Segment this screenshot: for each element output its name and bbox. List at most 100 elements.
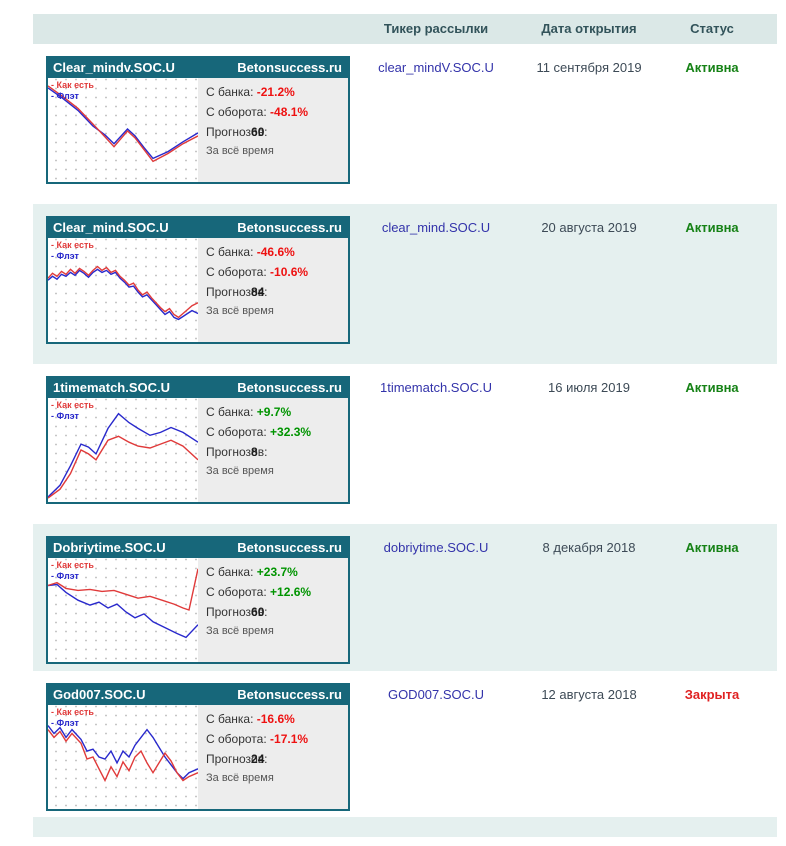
legend-as-is: - Как есть (51, 400, 94, 410)
chart-canvas (48, 725, 198, 783)
stat-bank: С банка: -21.2% (206, 85, 346, 99)
stat-bank-label: С банка: (206, 712, 254, 726)
card-title-bar: Dobriytime.SOC.U Betonsuccess.ru (48, 538, 348, 558)
chart-canvas (48, 85, 198, 163)
stat-forecasts-prefix: Прогноз (206, 445, 252, 459)
card-brand: Betonsuccess.ru (237, 60, 342, 75)
stat-forecasts-suffix: ов: (251, 445, 268, 459)
stat-period: За всё время (206, 625, 274, 637)
ticker-link[interactable]: dobriytime.SOC.U (383, 540, 489, 555)
legend-as-is: - Как есть (51, 240, 94, 250)
forecast-count: 60 (251, 125, 265, 139)
stat-turnover: С оборота: +12.6% (206, 585, 346, 599)
table-row: Clear_mind.SOC.U Betonsuccess.ru - Как е… (0, 204, 786, 364)
table-row: 1timematch.SOC.U Betonsuccess.ru - Как е… (0, 364, 786, 524)
stat-turnover-label: С оборота: (206, 265, 267, 279)
forecast-count: 60 (251, 605, 265, 619)
chart-legend: - Как есть - Флэт (51, 80, 94, 102)
chart-canvas (48, 265, 198, 321)
stat-forecasts-suffix: ов: (251, 285, 268, 299)
column-header-ticker: Тикер рассылки (383, 21, 489, 36)
table-row: God007.SOC.U Betonsuccess.ru - Как есть … (0, 671, 786, 817)
stat-period: За всё время (206, 305, 274, 317)
stat-turnover: С оборота: +32.3% (206, 425, 346, 439)
stat-forecasts: Прогнозов: 60 (206, 125, 346, 139)
table-row: Dobriytime.SOC.U Betonsuccess.ru - Как е… (0, 524, 786, 671)
ticker-link[interactable]: GOD007.SOC.U (387, 687, 485, 702)
legend-flat: - Флэт (51, 718, 79, 728)
chart-legend: - Как есть - Флэт (51, 560, 94, 582)
legend-as-is: - Как есть (51, 707, 94, 717)
stat-bank-label: С банка: (206, 245, 254, 259)
stat-bank-value: +9.7% (256, 405, 292, 419)
stat-forecasts: Прогнозов: 24 (206, 752, 346, 766)
stat-bank-value: -16.6% (256, 712, 295, 726)
card-title-bar: Clear_mindv.SOC.U Betonsuccess.ru (48, 58, 348, 78)
performance-chart: - Как есть - Флэт (48, 705, 198, 809)
stat-forecasts: Прогнозов: 60 (206, 605, 346, 619)
stat-forecasts: Прогнозов: 84 (206, 285, 346, 299)
stat-period: За всё время (206, 145, 274, 157)
card-stats: С банка: +23.7% С оборота: +12.6% Прогно… (198, 558, 348, 662)
table-header-band (33, 14, 777, 44)
stat-bank: С банка: -16.6% (206, 712, 346, 726)
tipster-card[interactable]: God007.SOC.U Betonsuccess.ru - Как есть … (46, 683, 350, 811)
stat-turnover-label: С оборота: (206, 105, 267, 119)
stat-bank-label: С банка: (206, 565, 254, 579)
forecast-count: 84 (251, 285, 265, 299)
forecasts-overlap: ов: 8 (251, 445, 267, 459)
stat-turnover-value: +32.3% (270, 425, 312, 439)
stat-turnover: С оборота: -17.1% (206, 732, 346, 746)
card-brand: Betonsuccess.ru (237, 220, 342, 235)
legend-flat: - Флэт (51, 571, 79, 581)
table-row: Clear_mindv.SOC.U Betonsuccess.ru - Как … (0, 44, 786, 204)
ticker-link[interactable]: clear_mind.SOC.U (381, 220, 491, 235)
legend-flat: - Флэт (51, 91, 79, 101)
stat-bank-value: +23.7% (256, 565, 298, 579)
tipster-card[interactable]: Clear_mindv.SOC.U Betonsuccess.ru - Как … (46, 56, 350, 184)
status-badge: Активна (685, 220, 739, 235)
legend-flat: - Флэт (51, 411, 79, 421)
open-date: 16 июля 2019 (548, 380, 630, 395)
table-header: Тикер рассылки Дата открытия Статус (0, 14, 786, 44)
stat-forecasts-suffix: ов: (251, 125, 268, 139)
card-stats: С банка: -16.6% С оборота: -17.1% Прогно… (198, 705, 348, 809)
stat-turnover-value: -10.6% (270, 265, 309, 279)
chart-canvas (48, 568, 198, 639)
ticker-link[interactable]: 1timematch.SOC.U (380, 380, 492, 395)
stat-forecasts: Прогнозов: 8 (206, 445, 346, 459)
chart-legend: - Как есть - Флэт (51, 240, 94, 262)
tipster-card[interactable]: Clear_mind.SOC.U Betonsuccess.ru - Как е… (46, 216, 350, 344)
stat-forecasts-prefix: Прогноз (206, 605, 252, 619)
stat-bank: С банка: +23.7% (206, 565, 346, 579)
open-date: 20 августа 2019 (541, 220, 637, 235)
card-title: 1timematch.SOC.U (53, 380, 171, 395)
card-brand: Betonsuccess.ru (237, 380, 342, 395)
stat-turnover-label: С оборота: (206, 425, 267, 439)
stat-bank: С банка: -46.6% (206, 245, 346, 259)
stat-forecasts-suffix: ов: (251, 605, 268, 619)
forecast-count: 8 (251, 445, 258, 459)
forecasts-overlap: ов: 60 (251, 605, 267, 619)
tipster-card[interactable]: Dobriytime.SOC.U Betonsuccess.ru - Как е… (46, 536, 350, 664)
status-badge: Активна (685, 540, 739, 555)
chart-legend: - Как есть - Флэт (51, 400, 94, 422)
status-badge: Закрыта (684, 687, 740, 702)
stat-turnover-value: -48.1% (270, 105, 309, 119)
open-date: 12 августа 2018 (541, 687, 637, 702)
open-date: 11 сентября 2019 (536, 60, 642, 75)
card-title: God007.SOC.U (53, 687, 146, 702)
stat-period: За всё время (206, 772, 274, 784)
chart-canvas (48, 412, 198, 499)
stat-turnover: С оборота: -48.1% (206, 105, 346, 119)
performance-chart: - Как есть - Флэт (48, 558, 198, 662)
card-body: - Как есть - Флэт С банка: +9.7% С оборо… (48, 398, 348, 502)
card-title-bar: Clear_mind.SOC.U Betonsuccess.ru (48, 218, 348, 238)
tipster-card[interactable]: 1timematch.SOC.U Betonsuccess.ru - Как е… (46, 376, 350, 504)
stat-bank-label: С банка: (206, 85, 254, 99)
forecasts-overlap: ов: 84 (251, 285, 267, 299)
performance-chart: - Как есть - Флэт (48, 398, 198, 502)
card-body: - Как есть - Флэт С банка: +23.7% С обор… (48, 558, 348, 662)
ticker-link[interactable]: clear_mindV.SOC.U (378, 60, 494, 75)
chart-legend: - Как есть - Флэт (51, 707, 94, 729)
